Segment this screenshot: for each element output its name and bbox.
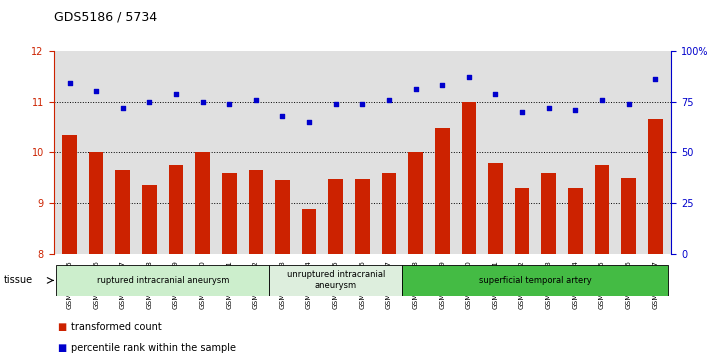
Point: [64, 81, 75, 86]
Bar: [541, 173, 556, 254]
Text: ■: ■: [57, 343, 66, 354]
Point: [650, 76, 661, 82]
Text: ruptured intracranial aneurysm: ruptured intracranial aneurysm: [96, 276, 229, 285]
Point: [570, 107, 581, 113]
Point: [516, 109, 528, 115]
Point: [223, 101, 235, 107]
Point: [197, 99, 208, 105]
Bar: [408, 152, 423, 254]
Point: [330, 101, 341, 107]
Bar: [196, 152, 210, 254]
Bar: [275, 180, 290, 254]
Bar: [142, 185, 156, 254]
Bar: [116, 170, 130, 254]
Bar: [461, 102, 476, 254]
Point: [410, 86, 421, 92]
Point: [623, 101, 634, 107]
Text: transformed count: transformed count: [71, 322, 162, 332]
Text: ■: ■: [57, 322, 66, 332]
Point: [356, 101, 368, 107]
Bar: [328, 179, 343, 254]
Bar: [89, 152, 104, 254]
Text: GDS5186 / 5734: GDS5186 / 5734: [54, 11, 156, 24]
Bar: [248, 170, 263, 254]
Bar: [56, 265, 269, 296]
Bar: [488, 163, 503, 254]
Text: percentile rank within the sample: percentile rank within the sample: [71, 343, 236, 354]
Point: [490, 91, 501, 97]
Point: [303, 119, 315, 125]
Bar: [648, 119, 663, 254]
Bar: [568, 188, 583, 254]
Text: unruptured intracranial
aneurysm: unruptured intracranial aneurysm: [286, 270, 385, 290]
Bar: [435, 128, 450, 254]
Point: [144, 99, 155, 105]
Point: [436, 82, 448, 88]
Bar: [62, 135, 77, 254]
Point: [277, 113, 288, 119]
Bar: [222, 173, 236, 254]
Point: [117, 105, 129, 111]
Point: [596, 97, 608, 102]
Text: tissue: tissue: [4, 276, 33, 285]
Bar: [169, 165, 183, 254]
Bar: [595, 165, 609, 254]
Bar: [382, 173, 396, 254]
Text: superficial temporal artery: superficial temporal artery: [479, 276, 592, 285]
Point: [250, 97, 261, 102]
Point: [543, 105, 554, 111]
Bar: [269, 265, 402, 296]
Bar: [515, 188, 529, 254]
Bar: [402, 265, 668, 296]
Bar: [302, 209, 316, 254]
Bar: [355, 179, 370, 254]
Point: [171, 91, 182, 97]
Point: [463, 74, 475, 80]
Bar: [621, 178, 636, 254]
Point: [91, 89, 102, 94]
Point: [383, 97, 395, 102]
